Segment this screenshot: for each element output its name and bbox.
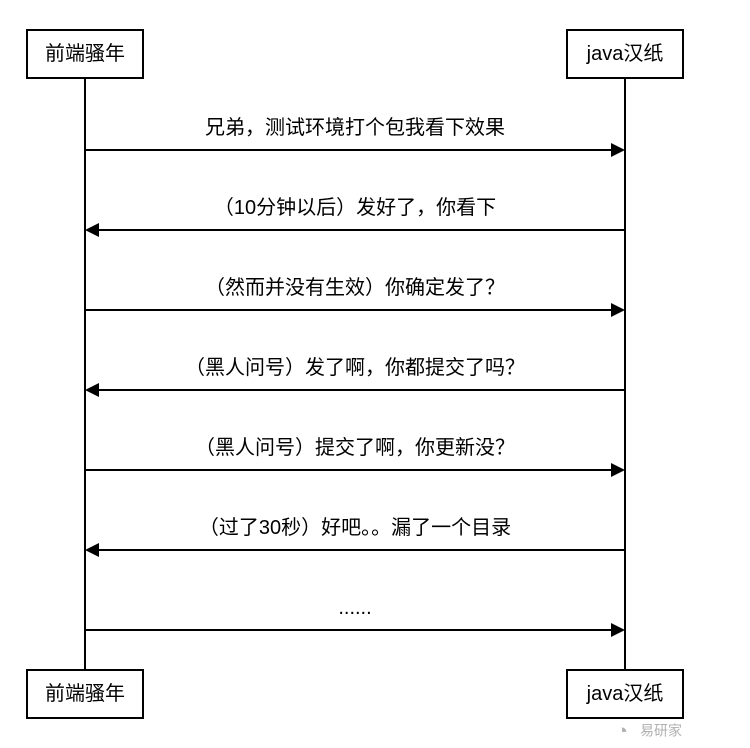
actor-label: 前端骚年 bbox=[45, 682, 125, 705]
actor-box-left-top: 前端骚年 bbox=[27, 30, 143, 78]
actor-label: 前端骚年 bbox=[45, 42, 125, 65]
watermark-text: 易研家 bbox=[640, 723, 682, 739]
actor-label: java汉纸 bbox=[586, 682, 664, 705]
message-text: （过了30秒）好吧。。漏了一个目录 bbox=[199, 516, 511, 539]
actor-box-right-bottom: java汉纸 bbox=[567, 670, 683, 718]
watermark-icon: ◔ bbox=[616, 720, 628, 742]
message-text: （黑人问号）发了啊，你都提交了吗？ bbox=[185, 356, 525, 379]
message-text: （10分钟以后）发好了，你看下 bbox=[214, 196, 496, 219]
actor-box-right-top: java汉纸 bbox=[567, 30, 683, 78]
message-text: ...... bbox=[338, 597, 371, 619]
actor-label: java汉纸 bbox=[586, 42, 664, 65]
message-text: 兄弟，测试环境打个包我看下效果 bbox=[205, 116, 505, 139]
message-text: （黑人问号）提交了啊，你更新没？ bbox=[195, 436, 515, 459]
message-text: （然而并没有生效）你确定发了？ bbox=[205, 276, 505, 299]
actor-box-left-bottom: 前端骚年 bbox=[27, 670, 143, 718]
